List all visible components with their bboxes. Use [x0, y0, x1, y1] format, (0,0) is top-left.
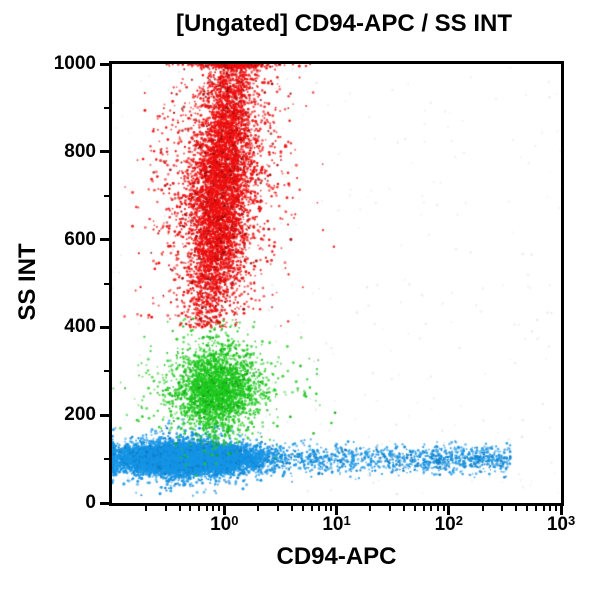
y-major-tick-400 — [100, 325, 109, 329]
x-minor-tick — [442, 506, 445, 511]
x-minor-tick — [218, 506, 221, 511]
x-minor-tick — [144, 506, 147, 511]
x-minor-tick — [310, 506, 313, 511]
y-minor-tick-100 — [104, 458, 109, 461]
x-minor-tick — [290, 506, 293, 511]
y-tick-label-800: 800 — [64, 140, 96, 162]
y-major-tick-1000 — [100, 62, 109, 66]
x-major-tick-10e2 — [447, 506, 451, 515]
x-minor-tick — [205, 506, 208, 511]
x-minor-tick — [413, 506, 416, 511]
x-axis-label: CD94-APC — [276, 543, 397, 570]
x-minor-tick — [318, 506, 321, 511]
x-minor-tick — [178, 506, 181, 511]
x-minor-tick — [164, 506, 167, 511]
x-minor-tick — [212, 506, 215, 511]
x-minor-tick — [189, 506, 192, 511]
x-minor-tick — [515, 506, 518, 511]
x-tick-label-10e2: 102 — [434, 513, 463, 535]
x-minor-tick — [430, 506, 433, 511]
x-minor-tick — [554, 506, 557, 511]
x-minor-tick — [330, 506, 333, 511]
y-minor-tick-500 — [104, 282, 109, 285]
x-minor-tick — [389, 506, 392, 511]
x-tick-label-10e3: 103 — [546, 513, 576, 535]
x-minor-tick — [501, 506, 504, 511]
x-minor-tick — [301, 506, 304, 511]
x-minor-tick — [549, 506, 552, 511]
x-minor-tick — [276, 506, 279, 511]
x-minor-tick — [198, 506, 201, 511]
x-minor-tick — [481, 506, 484, 511]
y-major-tick-0 — [100, 501, 109, 505]
x-minor-tick — [403, 506, 406, 511]
y-tick-label-0: 0 — [85, 492, 96, 513]
x-minor-tick — [535, 506, 538, 511]
y-minor-tick-700 — [104, 194, 109, 197]
x-minor-tick — [436, 506, 439, 511]
y-tick-label-200: 200 — [64, 404, 96, 426]
scatter-canvas — [112, 64, 561, 503]
x-minor-tick — [526, 506, 529, 511]
x-minor-tick — [422, 506, 425, 511]
y-minor-tick-900 — [104, 106, 109, 109]
plot-area — [109, 61, 564, 506]
y-major-tick-800 — [100, 150, 109, 154]
x-major-tick-10e1 — [335, 506, 338, 515]
x-minor-tick — [324, 506, 327, 511]
y-tick-label-1000: 1000 — [53, 53, 96, 74]
x-minor-tick — [542, 506, 545, 511]
x-major-tick-10e0 — [222, 506, 226, 515]
y-major-tick-200 — [100, 413, 109, 417]
y-major-tick-600 — [100, 238, 109, 242]
plot-title: [Ungated] CD94-APC / SS INT — [175, 10, 513, 37]
y-tick-label-400: 400 — [64, 316, 96, 338]
x-tick-label-10e0: 100 — [210, 513, 239, 535]
x-minor-tick — [257, 506, 260, 511]
y-tick-label-600: 600 — [64, 228, 96, 250]
x-tick-label-10e1: 101 — [322, 513, 351, 535]
y-minor-tick-300 — [104, 370, 109, 373]
x-minor-tick — [369, 506, 372, 511]
x-major-tick-10e3 — [559, 506, 563, 515]
